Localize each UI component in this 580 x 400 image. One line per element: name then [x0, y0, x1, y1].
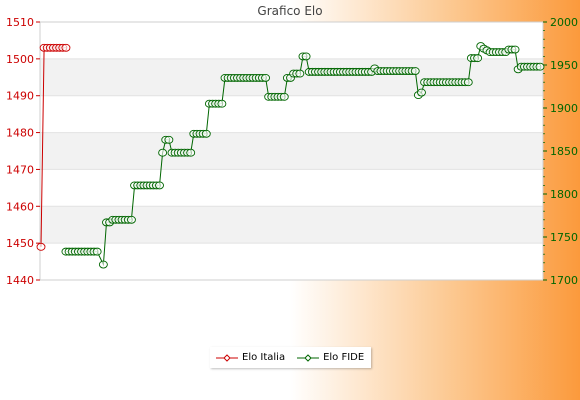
left-axis-tick-label: 1500 [6, 53, 34, 66]
data-point-elo-fide [261, 73, 270, 82]
chart-title: Grafico Elo [257, 4, 323, 18]
data-point-elo-fide [510, 45, 520, 54]
right-axis-tick-label: 1800 [550, 188, 578, 201]
data-point-elo-fide [417, 88, 426, 97]
left-axis-tick-label: 1470 [6, 163, 34, 176]
right-axis-tick-label: 1950 [550, 59, 578, 72]
data-point-elo-fide [92, 247, 102, 256]
grid-band [40, 22, 543, 59]
data-point-elo-fide [201, 129, 211, 138]
data-point-elo-fide [98, 260, 108, 269]
data-point-elo-fide [164, 135, 174, 144]
right-axis-tick-label: 2000 [550, 16, 578, 29]
left-axis-tick-label: 1490 [6, 90, 34, 103]
data-point-elo-fide [126, 215, 136, 224]
left-axis-tick-label: 1460 [6, 200, 34, 213]
data-point-elo-fide [463, 78, 473, 87]
data-point-elo-fide [301, 52, 311, 61]
legend-item-elo-fide: Elo FIDE [297, 352, 370, 363]
legend-label-elo-fide: Elo FIDE [323, 352, 365, 363]
right-axis-tick-label: 1900 [550, 102, 578, 115]
left-axis-tick-label: 1480 [6, 127, 34, 140]
right-axis-tick-label: 1750 [550, 231, 578, 244]
data-point-elo-italia [36, 242, 46, 251]
legend-marker-elo-italia [216, 353, 238, 362]
grid-band [40, 169, 543, 207]
grid-band [40, 206, 543, 244]
legend-item-elo-italia: Elo Italia [216, 352, 291, 363]
data-point-elo-fide [473, 54, 483, 63]
right-axis-tick-label: 1700 [550, 274, 578, 287]
data-point-elo-fide [410, 67, 420, 75]
data-point-elo-italia [61, 43, 71, 52]
data-point-elo-fide [155, 181, 164, 190]
right-axis-tick-label: 1850 [550, 145, 578, 158]
left-axis-tick-label: 1450 [6, 237, 34, 250]
grid-band [40, 243, 543, 280]
data-point-elo-fide [158, 148, 168, 157]
data-point-elo-fide [295, 69, 305, 78]
data-point-elo-fide [535, 62, 545, 71]
left-axis-tick-label: 1510 [6, 16, 34, 29]
grid-band [40, 132, 543, 170]
data-point-elo-fide [279, 92, 289, 101]
data-point-elo-fide [186, 148, 196, 157]
legend-marker-elo-fide [297, 353, 320, 362]
data-point-elo-fide [217, 99, 227, 108]
legend-label-elo-italia: Elo Italia [242, 352, 286, 363]
chart-legend: Elo Italia Elo FIDE [210, 347, 371, 368]
left-axis-tick-label: 1440 [6, 274, 34, 287]
grid-band [40, 95, 543, 133]
